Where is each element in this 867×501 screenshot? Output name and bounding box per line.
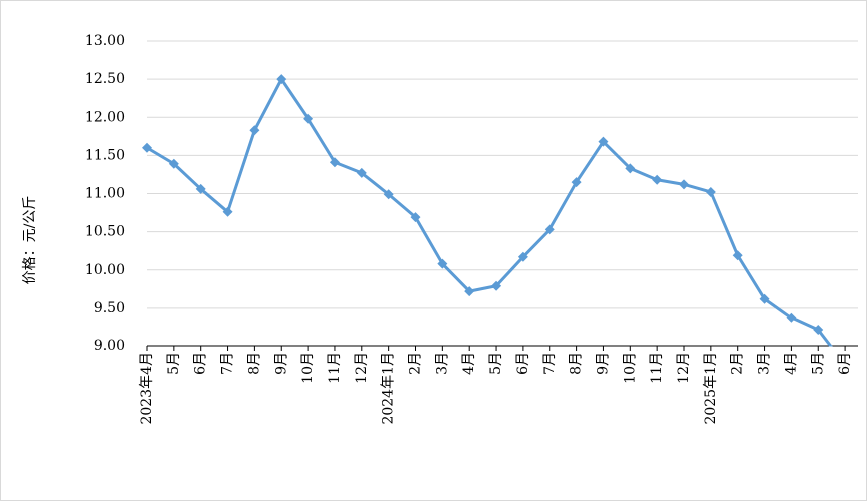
x-tick-label: 6月 — [837, 352, 853, 375]
data-point — [142, 142, 152, 153]
data-point — [705, 186, 716, 197]
x-tick-label: 4月 — [783, 352, 799, 375]
y-tick-label: 9.00 — [94, 338, 125, 354]
x-tick-label: 11月 — [649, 352, 665, 384]
x-tick-label: 3月 — [434, 352, 450, 375]
data-point — [383, 189, 394, 200]
x-tick-label: 6月 — [193, 352, 209, 375]
x-tick-label: 2月 — [730, 352, 746, 375]
data-point — [410, 212, 421, 223]
x-tick-label: 5月 — [488, 352, 504, 375]
x-tick-label: 4月 — [461, 352, 477, 375]
x-tick-label: 2025年1月 — [703, 352, 719, 425]
data-point — [329, 157, 340, 168]
data-point — [464, 286, 475, 297]
data-point — [786, 312, 797, 323]
x-tick-label: 3月 — [757, 352, 773, 375]
x-tick-label: 6月 — [515, 352, 531, 375]
x-tick-label: 12月 — [354, 352, 370, 384]
x-tick-label: 9月 — [595, 352, 611, 375]
data-point — [437, 258, 448, 269]
x-tick-label: 2月 — [408, 352, 424, 375]
x-tick-label: 10月 — [300, 352, 316, 384]
x-tick-label: 2024年1月 — [381, 352, 397, 425]
x-tick-label: 8月 — [246, 352, 262, 375]
data-point — [625, 163, 636, 174]
y-tick-label: 12.00 — [85, 109, 125, 125]
x-tick-label: 5月 — [810, 352, 826, 375]
data-point — [222, 206, 233, 217]
data-point — [598, 136, 609, 147]
x-tick-label: 8月 — [569, 352, 585, 375]
y-tick-label: 12.50 — [85, 71, 125, 87]
data-point — [652, 174, 663, 185]
x-tick-label: 11月 — [327, 352, 343, 384]
x-tick-label: 5月 — [166, 352, 182, 375]
data-point — [679, 179, 689, 190]
y-tick-label: 11.00 — [85, 186, 125, 202]
x-tick-label: 10月 — [622, 352, 638, 384]
data-point — [195, 183, 206, 194]
y-tick-label: 13.00 — [85, 33, 125, 49]
data-point — [759, 293, 770, 304]
data-point — [517, 251, 528, 262]
y-tick-label: 10.50 — [85, 224, 125, 240]
y-tick-label: 9.50 — [94, 300, 125, 316]
plot-area — [142, 74, 833, 347]
data-point — [168, 158, 179, 169]
data-point — [249, 125, 260, 136]
x-tick-label: 9月 — [273, 352, 289, 375]
x-tick-label: 7月 — [542, 352, 558, 375]
x-tick-label: 7月 — [220, 352, 236, 375]
y-axis-title: 价格：元/公斤 — [22, 196, 38, 285]
y-tick-label: 11.50 — [85, 147, 125, 163]
data-point — [356, 167, 367, 178]
data-point — [303, 113, 314, 124]
data-point — [732, 250, 743, 261]
x-tick-label: 12月 — [676, 352, 692, 384]
data-point — [276, 74, 287, 85]
data-point — [544, 224, 555, 235]
y-tick-label: 10.00 — [85, 262, 125, 278]
data-point — [813, 324, 824, 335]
x-tick-label: 2023年4月 — [139, 352, 155, 425]
data-point — [571, 177, 582, 188]
data-point — [491, 280, 502, 291]
